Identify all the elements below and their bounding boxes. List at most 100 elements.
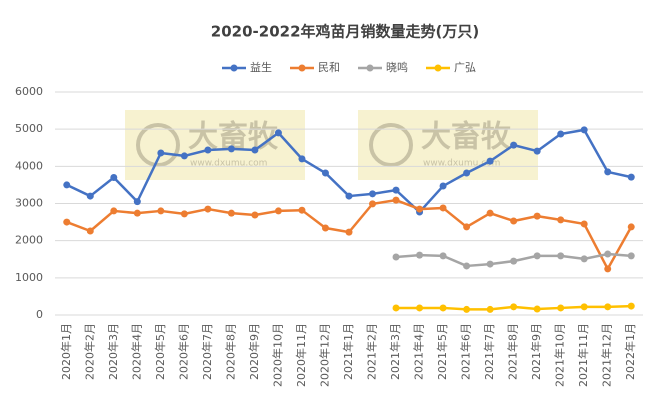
data-point	[627, 223, 635, 231]
data-point	[580, 303, 588, 311]
data-point	[86, 192, 94, 200]
watermark-logo	[369, 123, 413, 167]
data-point	[627, 173, 635, 181]
watermark-box	[125, 110, 305, 180]
legend-marker	[298, 64, 306, 72]
data-point	[298, 206, 306, 214]
watermark-logo	[136, 123, 180, 167]
data-point	[392, 253, 400, 261]
data-point	[463, 169, 471, 177]
y-tick-label: 4000	[15, 159, 43, 172]
chart-title: 2020-2022年鸡苗月销数量走势(万只)	[211, 23, 479, 41]
data-point	[533, 252, 541, 260]
data-point	[204, 205, 212, 213]
data-point	[369, 190, 377, 198]
data-point	[486, 305, 494, 313]
data-point	[510, 303, 518, 311]
data-point	[439, 204, 447, 212]
data-point	[345, 228, 353, 236]
data-point	[510, 257, 518, 265]
data-point	[463, 223, 471, 231]
data-point	[63, 218, 71, 226]
data-point	[604, 303, 612, 311]
data-point	[580, 255, 588, 263]
data-point	[533, 147, 541, 155]
x-tick-label: 2020年5月	[153, 323, 167, 380]
data-point	[251, 146, 259, 154]
data-point	[580, 220, 588, 228]
legend-label: 晓鸣	[386, 60, 408, 74]
x-tick-label: 2020年1月	[59, 323, 73, 380]
x-tick-label: 2020年2月	[82, 323, 96, 380]
data-point	[110, 173, 118, 181]
y-tick-label: 5000	[15, 122, 43, 135]
data-point	[580, 126, 588, 134]
data-point	[157, 149, 165, 157]
data-point	[251, 211, 259, 219]
data-point	[533, 305, 541, 313]
x-tick-label: 2021年7月	[482, 323, 496, 380]
data-point	[439, 182, 447, 190]
x-tick-label: 2021年1月	[341, 323, 355, 380]
data-point	[510, 217, 518, 225]
data-point	[439, 252, 447, 260]
watermark-url: www.dxumu.com	[190, 159, 267, 169]
x-tick-label: 2021年10月	[553, 323, 567, 387]
data-point	[510, 141, 518, 149]
data-point	[416, 304, 424, 312]
x-tick-label: 2020年4月	[129, 323, 143, 380]
watermark-box	[358, 110, 538, 180]
data-point	[392, 196, 400, 204]
y-tick-label: 3000	[15, 197, 43, 210]
data-point	[604, 168, 612, 176]
legend-marker	[366, 64, 374, 72]
data-point	[274, 129, 282, 137]
data-point	[63, 181, 71, 189]
legend-label: 广弘	[454, 61, 476, 74]
x-tick-label: 2020年3月	[106, 323, 120, 380]
data-point	[486, 209, 494, 217]
data-point	[463, 262, 471, 270]
data-point	[227, 145, 235, 153]
data-point	[486, 260, 494, 268]
watermark-brand: 大畜牧	[421, 120, 512, 155]
x-tick-label: 2021年4月	[412, 323, 426, 380]
x-tick-label: 2021年8月	[506, 323, 520, 380]
data-point	[392, 304, 400, 312]
data-point	[392, 186, 400, 194]
y-tick-label: 1000	[15, 271, 43, 284]
x-tick-label: 2020年10月	[270, 323, 284, 387]
x-tick-label: 2021年5月	[435, 323, 449, 380]
data-point	[86, 227, 94, 235]
data-point	[533, 212, 541, 220]
x-tick-label: 2021年6月	[459, 323, 473, 380]
data-point	[110, 207, 118, 215]
legend-label: 民和	[318, 61, 340, 74]
data-point	[369, 200, 377, 208]
legend-marker	[434, 64, 442, 72]
y-tick-label: 6000	[15, 85, 43, 98]
data-point	[345, 192, 353, 200]
x-tick-label: 2021年12月	[600, 323, 614, 387]
data-point	[298, 155, 306, 163]
watermark: 大畜牧 www.dxumu.com 大畜牧 www.dxumu.com	[125, 110, 538, 180]
data-point	[486, 157, 494, 165]
x-tick-label: 2020年7月	[200, 323, 214, 380]
data-point	[416, 205, 424, 213]
legend-item: 民和	[290, 61, 340, 74]
x-tick-label: 2020年8月	[223, 323, 237, 380]
data-point	[557, 304, 565, 312]
x-tick-label: 2020年9月	[247, 323, 261, 380]
x-tick-label: 2020年6月	[176, 323, 190, 380]
x-tick-label: 2022年1月	[623, 323, 637, 380]
watermark-url: www.dxumu.com	[423, 159, 500, 169]
data-point	[204, 146, 212, 154]
x-tick-label: 2020年12月	[317, 323, 331, 387]
data-point	[133, 209, 141, 217]
data-point	[627, 302, 635, 310]
legend-label: 益生	[250, 60, 272, 74]
data-point	[604, 250, 612, 258]
data-point	[180, 152, 188, 160]
y-tick-label: 2000	[15, 234, 43, 247]
